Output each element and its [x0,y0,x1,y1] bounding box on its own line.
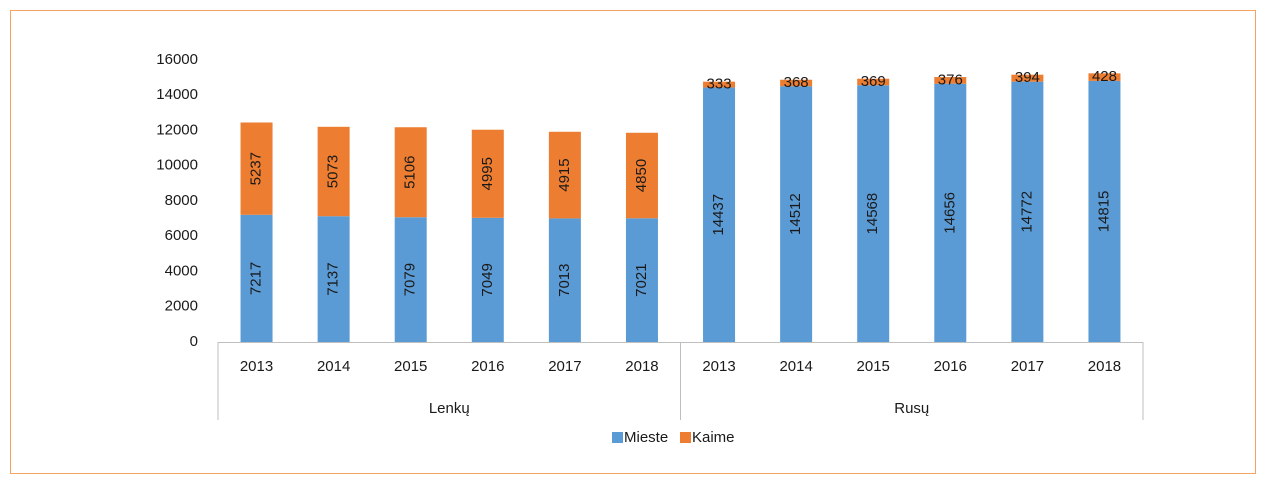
x-tick-label: 2015 [857,358,890,375]
value-label: 7013 [556,264,573,297]
bar-segment [317,126,350,217]
legend-swatch [680,432,691,443]
value-label: 5237 [248,152,265,185]
x-tick-label: 2018 [1088,358,1121,375]
x-tick-label: 2016 [934,358,967,375]
group-label: Rusų [894,400,929,417]
legend-label: Kaime [692,429,735,446]
value-label: 7079 [402,263,419,296]
bar-segment [394,217,427,342]
bar-segment [240,214,273,342]
bar-segment [934,83,967,343]
x-tick-label: 2016 [471,358,504,375]
x-tick-label: 2013 [240,358,273,375]
bar-segment [240,122,273,215]
value-label: 7049 [479,263,496,296]
bar-segment [780,79,813,87]
value-label: 4850 [633,159,650,192]
value-label: 14568 [864,193,881,235]
x-tick-label: 2018 [625,358,658,375]
bar-segment [703,81,736,88]
value-label: 5106 [402,156,419,189]
value-label: 4995 [479,157,496,190]
legend-swatch [612,432,623,443]
value-label: 7137 [325,262,342,295]
y-tick-label: 14000 [156,86,198,103]
bar-segment [471,129,504,218]
value-label: 14656 [941,192,958,234]
chart-border [10,10,1256,474]
legend-label: Mieste [624,429,668,446]
bar-segment [1088,80,1121,343]
value-label: 368 [784,74,809,91]
bar-segment [1011,81,1044,343]
y-tick-label: 0 [190,333,198,350]
bar-segment [548,218,581,342]
y-tick-label: 6000 [165,227,198,244]
value-label: 376 [938,71,963,88]
value-label: 7217 [248,262,265,295]
bar-segment [471,217,504,342]
x-tick-label: 2017 [1011,358,1044,375]
value-label: 369 [861,73,886,90]
bar-segment [317,216,350,342]
value-label: 394 [1015,69,1040,86]
value-label: 14815 [1095,191,1112,233]
value-label: 14437 [710,194,727,236]
y-tick-label: 4000 [165,262,198,279]
bar-segment [857,85,890,342]
y-tick-label: 16000 [156,51,198,68]
value-label: 428 [1092,68,1117,85]
x-tick-label: 2014 [317,358,350,375]
bar-segment [625,218,658,342]
y-tick-label: 12000 [156,121,198,138]
x-tick-label: 2015 [394,358,427,375]
x-tick-label: 2014 [779,358,812,375]
bar-segment [1088,73,1121,81]
y-tick-label: 8000 [165,192,198,209]
bar-segment [703,87,736,342]
value-label: 14772 [1018,191,1035,233]
bar-segment [548,131,581,219]
bar-segment [780,86,813,342]
value-label: 5073 [325,155,342,188]
bar-segment [934,77,967,84]
value-label: 14512 [787,193,804,235]
bar-segment [625,132,658,219]
y-tick-label: 2000 [165,298,198,315]
value-label: 333 [707,76,732,93]
group-label: Lenkų [429,400,470,417]
y-tick-label: 10000 [156,157,198,174]
x-tick-label: 2013 [702,358,735,375]
bar-segment [394,127,427,218]
value-label: 4915 [556,158,573,191]
value-label: 7021 [633,263,650,296]
x-tick-label: 2017 [548,358,581,375]
bar-segment [857,78,890,86]
bar-segment [1011,74,1044,82]
